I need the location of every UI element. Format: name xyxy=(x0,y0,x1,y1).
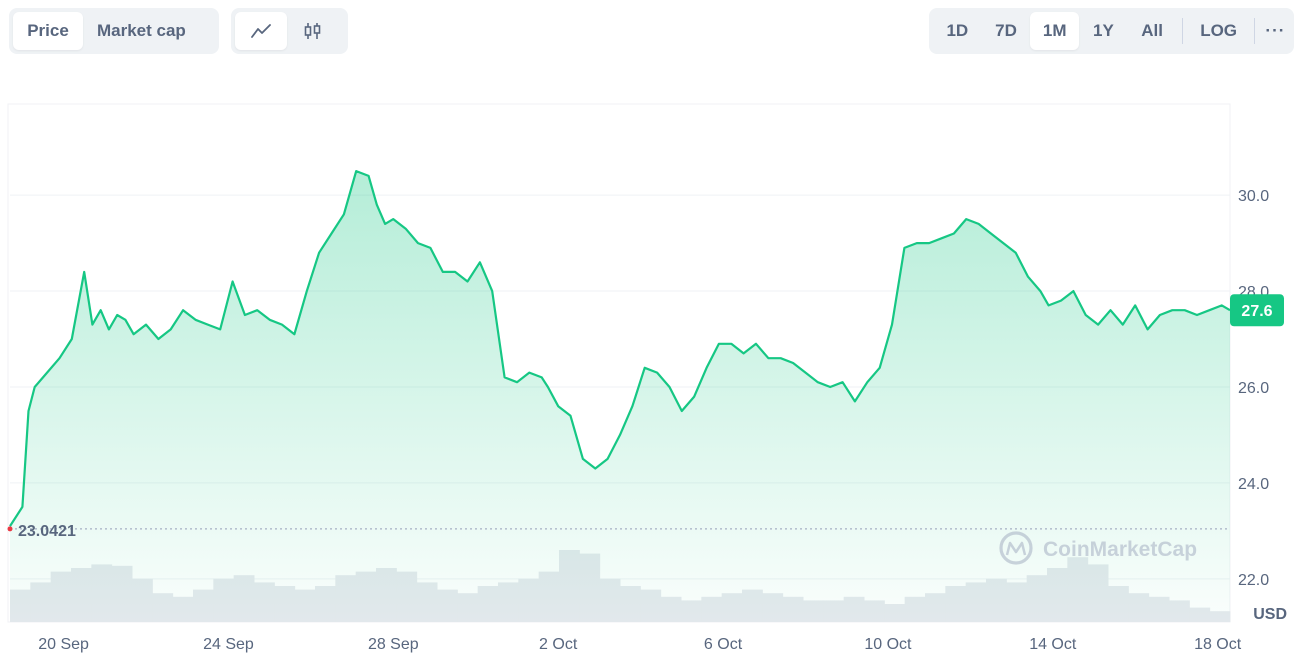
log-scale-button[interactable]: LOG xyxy=(1200,21,1238,40)
price-area-fill xyxy=(10,171,1230,622)
x-tick-label: 20 Sep xyxy=(38,636,89,653)
chart-view-toggle xyxy=(231,8,348,54)
open-price-label: 23.0421 xyxy=(18,523,76,540)
range-1y-button[interactable]: 1Y xyxy=(1093,21,1114,40)
open-price-marker xyxy=(7,526,13,532)
time-range-selector: 1D 7D 1M 1Y All LOG ··· xyxy=(929,8,1294,54)
x-tick-label: 24 Sep xyxy=(203,636,254,653)
line-chart-icon xyxy=(251,24,271,38)
current-price-badge: 27.6 xyxy=(1230,294,1284,327)
range-all-button[interactable]: All xyxy=(1141,21,1163,40)
x-axis-ticks: 20 Sep 24 Sep 28 Sep 2 Oct 6 Oct 10 Oct 14 Oct… xyxy=(38,636,1242,653)
price-line xyxy=(9,170,1231,527)
currency-label: USD xyxy=(1253,606,1287,623)
chart-type-toggle: Price Market cap xyxy=(9,8,219,54)
x-tick-label: 6 Oct xyxy=(704,636,743,653)
y-tick-label: 26.0 xyxy=(1238,380,1269,397)
more-options-button[interactable]: ··· xyxy=(1265,21,1286,40)
candlestick-icon xyxy=(304,23,321,39)
current-price-badge-bg xyxy=(1230,294,1284,327)
x-tick-label: 14 Oct xyxy=(1029,636,1077,653)
price-tab[interactable]: Price xyxy=(13,12,83,50)
coinmarketcap-logo-icon xyxy=(999,531,1033,565)
range-1m-button[interactable]: 1M xyxy=(1030,12,1080,50)
range-divider xyxy=(1182,18,1184,44)
y-tick-label: 30.0 xyxy=(1238,188,1269,205)
range-1d-button[interactable]: 1D xyxy=(946,21,969,40)
candlestick-button[interactable] xyxy=(287,12,339,50)
x-tick-label: 18 Oct xyxy=(1194,636,1242,653)
y-tick-label: 22.0 xyxy=(1238,572,1269,589)
watermark-text: CoinMarketCap xyxy=(1043,538,1197,561)
market-cap-tab[interactable]: Market cap xyxy=(97,21,186,40)
x-tick-label: 10 Oct xyxy=(864,636,912,653)
more-divider xyxy=(1253,18,1255,44)
x-tick-label: 28 Sep xyxy=(368,636,419,653)
current-price-value: 27.6 xyxy=(1241,303,1272,320)
watermark: CoinMarketCap xyxy=(999,531,1197,565)
line-chart-button[interactable] xyxy=(235,12,287,50)
x-tick-label: 2 Oct xyxy=(539,636,578,653)
range-7d-button[interactable]: 7D xyxy=(995,21,1017,40)
y-tick-label: 24.0 xyxy=(1238,476,1269,493)
y-axis-ticks: 22.024.026.028.030.0 xyxy=(1238,188,1269,589)
